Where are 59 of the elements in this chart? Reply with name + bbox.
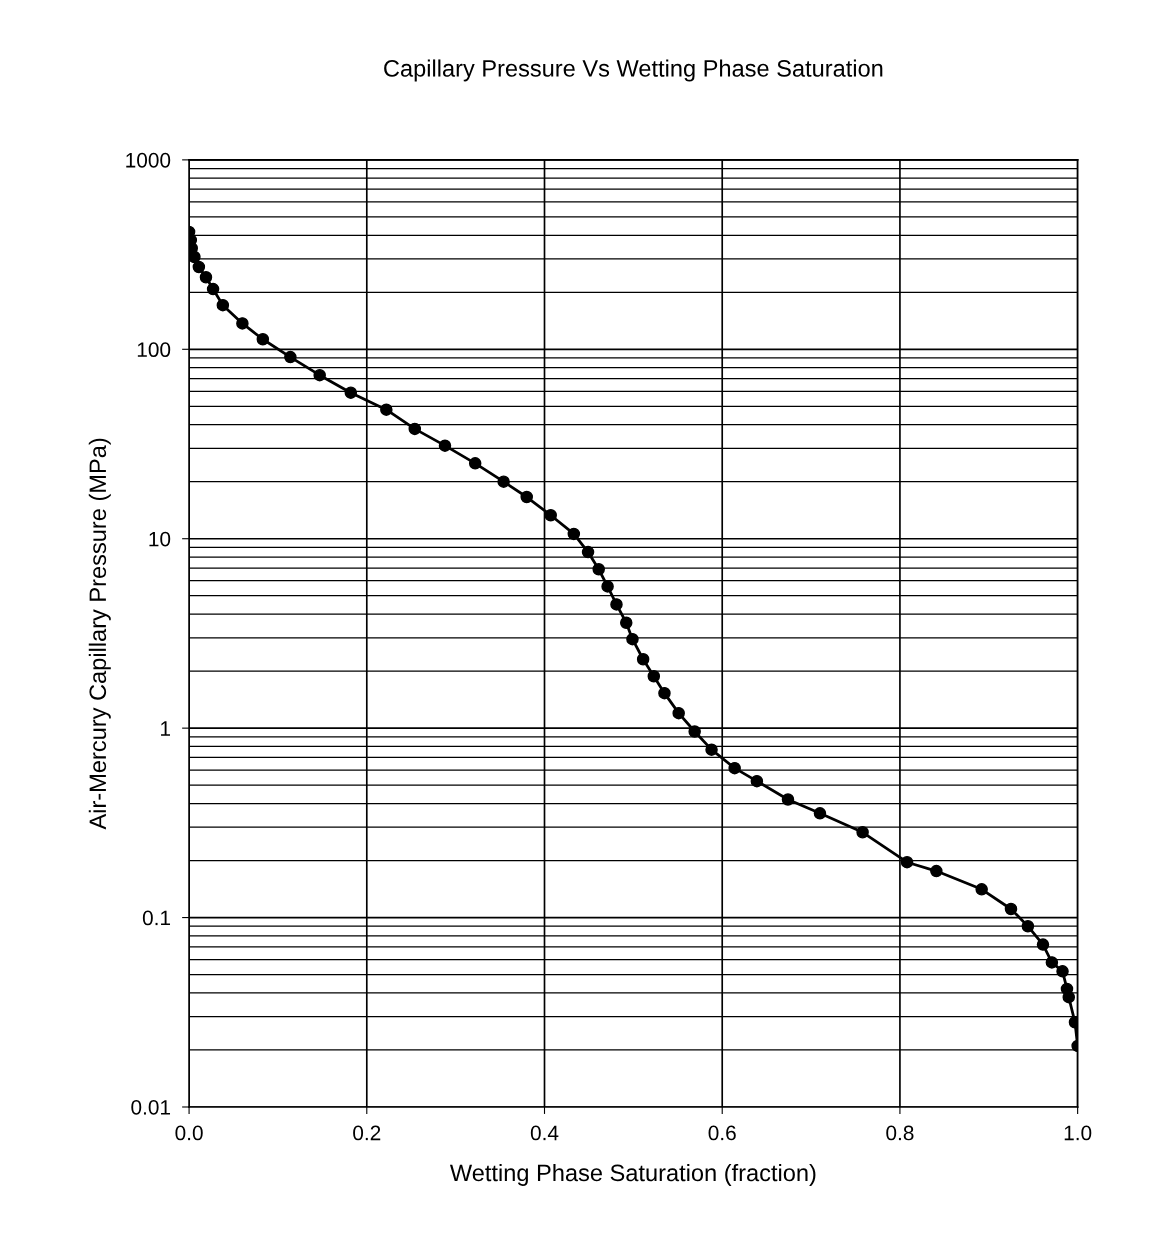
y-tick-label: 100 (137, 342, 171, 358)
point (497, 475, 510, 488)
y-tick-label: 0.01 (131, 1099, 171, 1115)
x-axis-title: Wetting Phase Saturation (fraction) (449, 1163, 816, 1186)
point (380, 403, 393, 416)
point (189, 250, 201, 264)
point (567, 527, 581, 541)
x-tick-label: 0.4 (530, 1125, 559, 1141)
point (900, 855, 914, 869)
y-tick-label: 1 (161, 721, 171, 736)
point (1004, 902, 1018, 916)
point (856, 826, 869, 839)
point (236, 317, 249, 330)
point (1036, 938, 1050, 951)
point (1056, 965, 1069, 978)
point (1045, 956, 1059, 969)
point (592, 562, 605, 576)
point (930, 864, 943, 878)
point (658, 686, 671, 700)
point (216, 298, 230, 312)
point (705, 743, 718, 756)
point (728, 761, 741, 775)
point (544, 509, 557, 522)
point (601, 580, 614, 593)
point (647, 669, 661, 683)
point (626, 632, 639, 646)
point (1021, 919, 1035, 933)
x-tick-label: 1.0 (1064, 1125, 1092, 1141)
point (610, 598, 623, 611)
y-tick-label: 0.1 (142, 910, 171, 926)
point (438, 439, 452, 452)
point (284, 350, 297, 364)
x-tick-label: 0.2 (353, 1125, 381, 1141)
point (813, 807, 827, 820)
point (520, 490, 533, 504)
y-tick-label: 1000 (126, 152, 171, 168)
point (688, 725, 701, 738)
point (975, 883, 988, 896)
point (199, 271, 213, 284)
point (256, 332, 270, 346)
point (206, 282, 220, 296)
x-tick-label: 0.6 (708, 1125, 736, 1141)
point (313, 368, 326, 382)
point (581, 545, 595, 559)
point (468, 457, 482, 470)
point (636, 653, 650, 666)
point (192, 260, 206, 274)
chart-title: Capillary Pressure Vs Wetting Phase Saturation (384, 59, 883, 82)
point (408, 422, 422, 436)
x-tick-label: 0.0 (175, 1125, 203, 1141)
point (750, 774, 764, 788)
point (781, 793, 795, 806)
y-axis-title: Air-Mercury Capillary Pressure (MPa) (88, 438, 111, 830)
point (344, 386, 358, 399)
point (1062, 990, 1076, 1004)
y-tick-label: 10 (149, 531, 171, 547)
x-tick-label: 0.8 (886, 1125, 914, 1141)
point (672, 706, 685, 720)
point (620, 616, 633, 630)
